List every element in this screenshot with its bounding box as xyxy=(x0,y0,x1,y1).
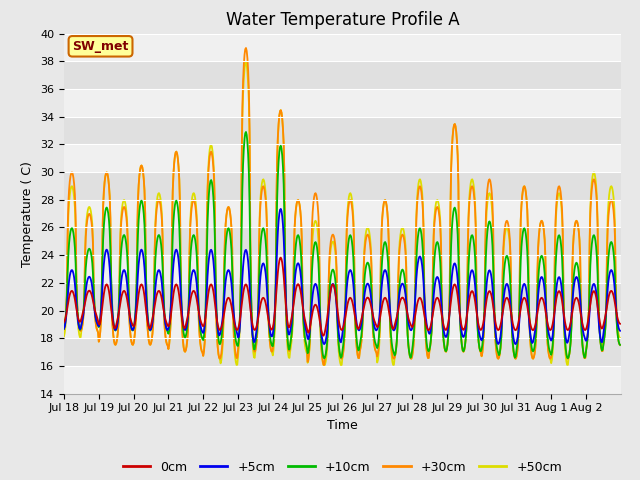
Legend: 0cm, +5cm, +10cm, +30cm, +50cm: 0cm, +5cm, +10cm, +30cm, +50cm xyxy=(118,456,567,479)
Bar xyxy=(64,255,621,283)
Bar xyxy=(64,117,621,144)
Bar xyxy=(64,61,621,89)
X-axis label: Time: Time xyxy=(327,419,358,432)
Bar xyxy=(64,311,621,338)
Bar xyxy=(64,144,621,172)
Bar xyxy=(64,228,621,255)
Title: Water Temperature Profile A: Water Temperature Profile A xyxy=(225,11,460,29)
Bar xyxy=(64,366,621,394)
Bar xyxy=(64,200,621,228)
Bar xyxy=(64,338,621,366)
Bar xyxy=(64,172,621,200)
Y-axis label: Temperature ( C): Temperature ( C) xyxy=(22,161,35,266)
Bar xyxy=(64,89,621,117)
Bar xyxy=(64,34,621,61)
Text: SW_met: SW_met xyxy=(72,40,129,53)
Bar xyxy=(64,283,621,311)
